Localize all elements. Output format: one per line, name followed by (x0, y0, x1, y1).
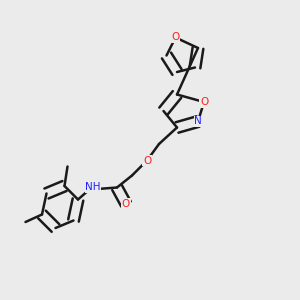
Text: O: O (122, 199, 130, 209)
Text: O: O (200, 97, 208, 107)
Text: O: O (143, 155, 151, 166)
Text: NH: NH (85, 182, 101, 193)
Text: O: O (171, 32, 180, 43)
Text: N: N (194, 116, 202, 127)
